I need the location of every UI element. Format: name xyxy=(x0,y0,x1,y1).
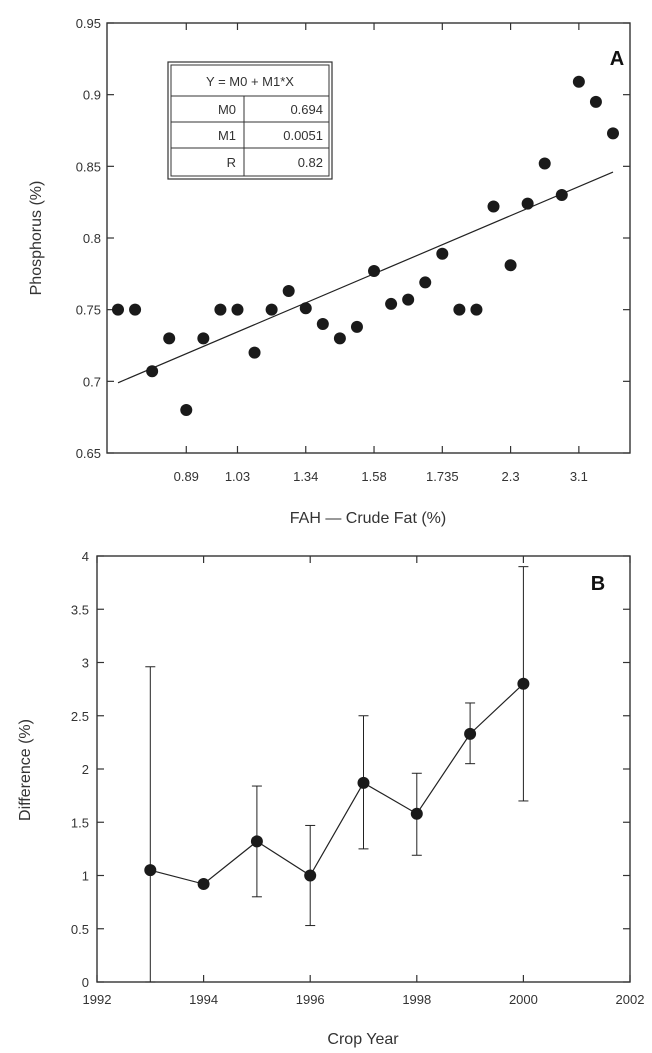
data-point xyxy=(419,276,432,289)
panel-a-y-axis: 0.65 0.7 0.75 0.8 0.85 0.9 0.95 xyxy=(76,16,630,461)
panel-b-x-axis: 1992 1994 1996 1998 2000 2002 xyxy=(83,556,645,1007)
y-tick-label: 0.75 xyxy=(76,303,101,318)
stats-table-inner-border xyxy=(170,64,330,177)
stats-row-value-r: 0.82 xyxy=(298,155,323,170)
panel-b-series-line-group xyxy=(150,683,524,885)
panel-a-y-axis-title: Phosphorus (%) xyxy=(28,181,45,296)
data-point xyxy=(368,264,381,277)
panel-a-fit-line-group xyxy=(117,171,614,384)
stats-row-label-m0: M0 xyxy=(218,102,236,117)
x-tick-label: 1994 xyxy=(189,992,218,1007)
data-point xyxy=(521,197,534,210)
data-point xyxy=(231,303,244,316)
x-tick-label: 2002 xyxy=(616,992,645,1007)
x-tick-label: 2.3 xyxy=(502,469,520,484)
panel-b-points xyxy=(144,677,530,891)
data-point xyxy=(214,303,227,316)
panel-a: 0.65 0.7 0.75 0.8 0.85 0.9 0.95 0.89 1.03 1.34 1.… xyxy=(28,16,631,527)
y-tick-label: 0.65 xyxy=(76,446,101,461)
data-point xyxy=(180,404,193,416)
data-point xyxy=(112,303,124,316)
data-point xyxy=(197,332,210,345)
x-tick-label: 2000 xyxy=(509,992,538,1007)
data-point xyxy=(265,303,278,316)
data-point xyxy=(144,864,157,877)
panel-b-y-axis: 0 0.5 1 1.5 2 2.5 3 3.5 4 xyxy=(71,549,630,990)
data-point xyxy=(453,303,466,316)
data-point xyxy=(299,302,312,315)
x-tick-label: 1998 xyxy=(402,992,431,1007)
stats-row-value-m1: 0.0051 xyxy=(283,128,323,143)
y-tick-label: 2 xyxy=(82,762,89,777)
x-tick-label: 1996 xyxy=(296,992,325,1007)
panel-b-label: B xyxy=(591,573,605,595)
data-point xyxy=(146,365,159,378)
data-point xyxy=(402,293,415,306)
stats-table-header: Y = M0 + M1*X xyxy=(206,74,294,89)
data-point xyxy=(250,835,263,848)
stats-row-value-m0: 0.694 xyxy=(290,102,323,117)
x-tick-label: 1992 xyxy=(83,992,112,1007)
data-point xyxy=(555,189,568,201)
y-tick-label: 0.7 xyxy=(83,374,101,389)
stats-table-outer-border xyxy=(167,61,333,180)
panel-a-label: A xyxy=(610,48,624,70)
data-point xyxy=(517,677,530,690)
x-tick-label: 1.735 xyxy=(426,469,459,484)
x-tick-label: 1.58 xyxy=(361,469,386,484)
data-point xyxy=(487,200,500,213)
data-point xyxy=(538,157,551,170)
data-point xyxy=(589,95,602,108)
x-tick-label: 1.03 xyxy=(225,469,250,484)
y-tick-label: 1.5 xyxy=(71,815,89,830)
panel-b-error-bars xyxy=(145,566,529,983)
y-tick-label: 0.5 xyxy=(71,922,89,937)
data-point xyxy=(333,332,346,345)
panel-a-x-axis: 0.89 1.03 1.34 1.58 1.735 2.3 3.1 xyxy=(174,23,588,484)
y-tick-label: 1 xyxy=(82,869,89,884)
y-tick-label: 0.95 xyxy=(76,16,101,31)
data-point xyxy=(410,807,423,820)
panel-a-points xyxy=(112,75,619,416)
data-point xyxy=(607,127,619,140)
y-tick-label: 4 xyxy=(82,549,89,564)
data-point xyxy=(464,727,477,740)
data-point xyxy=(504,259,517,272)
data-point xyxy=(572,75,585,88)
panel-b-x-axis-title: Crop Year xyxy=(327,1031,399,1048)
data-point xyxy=(282,285,295,298)
data-point xyxy=(248,346,261,359)
y-tick-label: 2.5 xyxy=(71,709,89,724)
data-point xyxy=(163,332,176,345)
x-tick-label: 3.1 xyxy=(570,469,588,484)
data-point xyxy=(385,297,398,310)
panel-b-y-axis-title: Difference (%) xyxy=(17,719,34,821)
data-point xyxy=(357,776,370,789)
data-point xyxy=(316,318,329,330)
regression-fit-line xyxy=(117,171,614,384)
data-point xyxy=(197,878,210,891)
y-tick-label: 0.8 xyxy=(83,231,101,246)
stats-row-label-r: R xyxy=(227,155,236,170)
series-line xyxy=(150,683,524,885)
data-point xyxy=(350,320,363,333)
y-tick-label: 3.5 xyxy=(71,602,89,617)
data-point xyxy=(304,869,317,882)
x-tick-label: 0.89 xyxy=(174,469,199,484)
data-point xyxy=(129,303,142,316)
panel-b: 0 0.5 1 1.5 2 2.5 3 3.5 4 1992 1994 1996 1998 2000 20… xyxy=(17,549,644,1048)
y-tick-label: 0 xyxy=(82,975,89,990)
regression-stats-table: Y = M0 + M1*X M0 0.694 M1 0.0051 R 0.82 xyxy=(167,61,333,180)
data-point xyxy=(470,303,483,316)
y-tick-label: 3 xyxy=(82,656,89,671)
y-tick-label: 0.9 xyxy=(83,88,101,103)
panel-a-x-axis-title: FAH — Crude Fat (%) xyxy=(290,510,446,527)
stats-row-label-m1: M1 xyxy=(218,128,236,143)
x-tick-label: 1.34 xyxy=(293,469,318,484)
y-tick-label: 0.85 xyxy=(76,159,101,174)
data-point xyxy=(436,247,449,260)
